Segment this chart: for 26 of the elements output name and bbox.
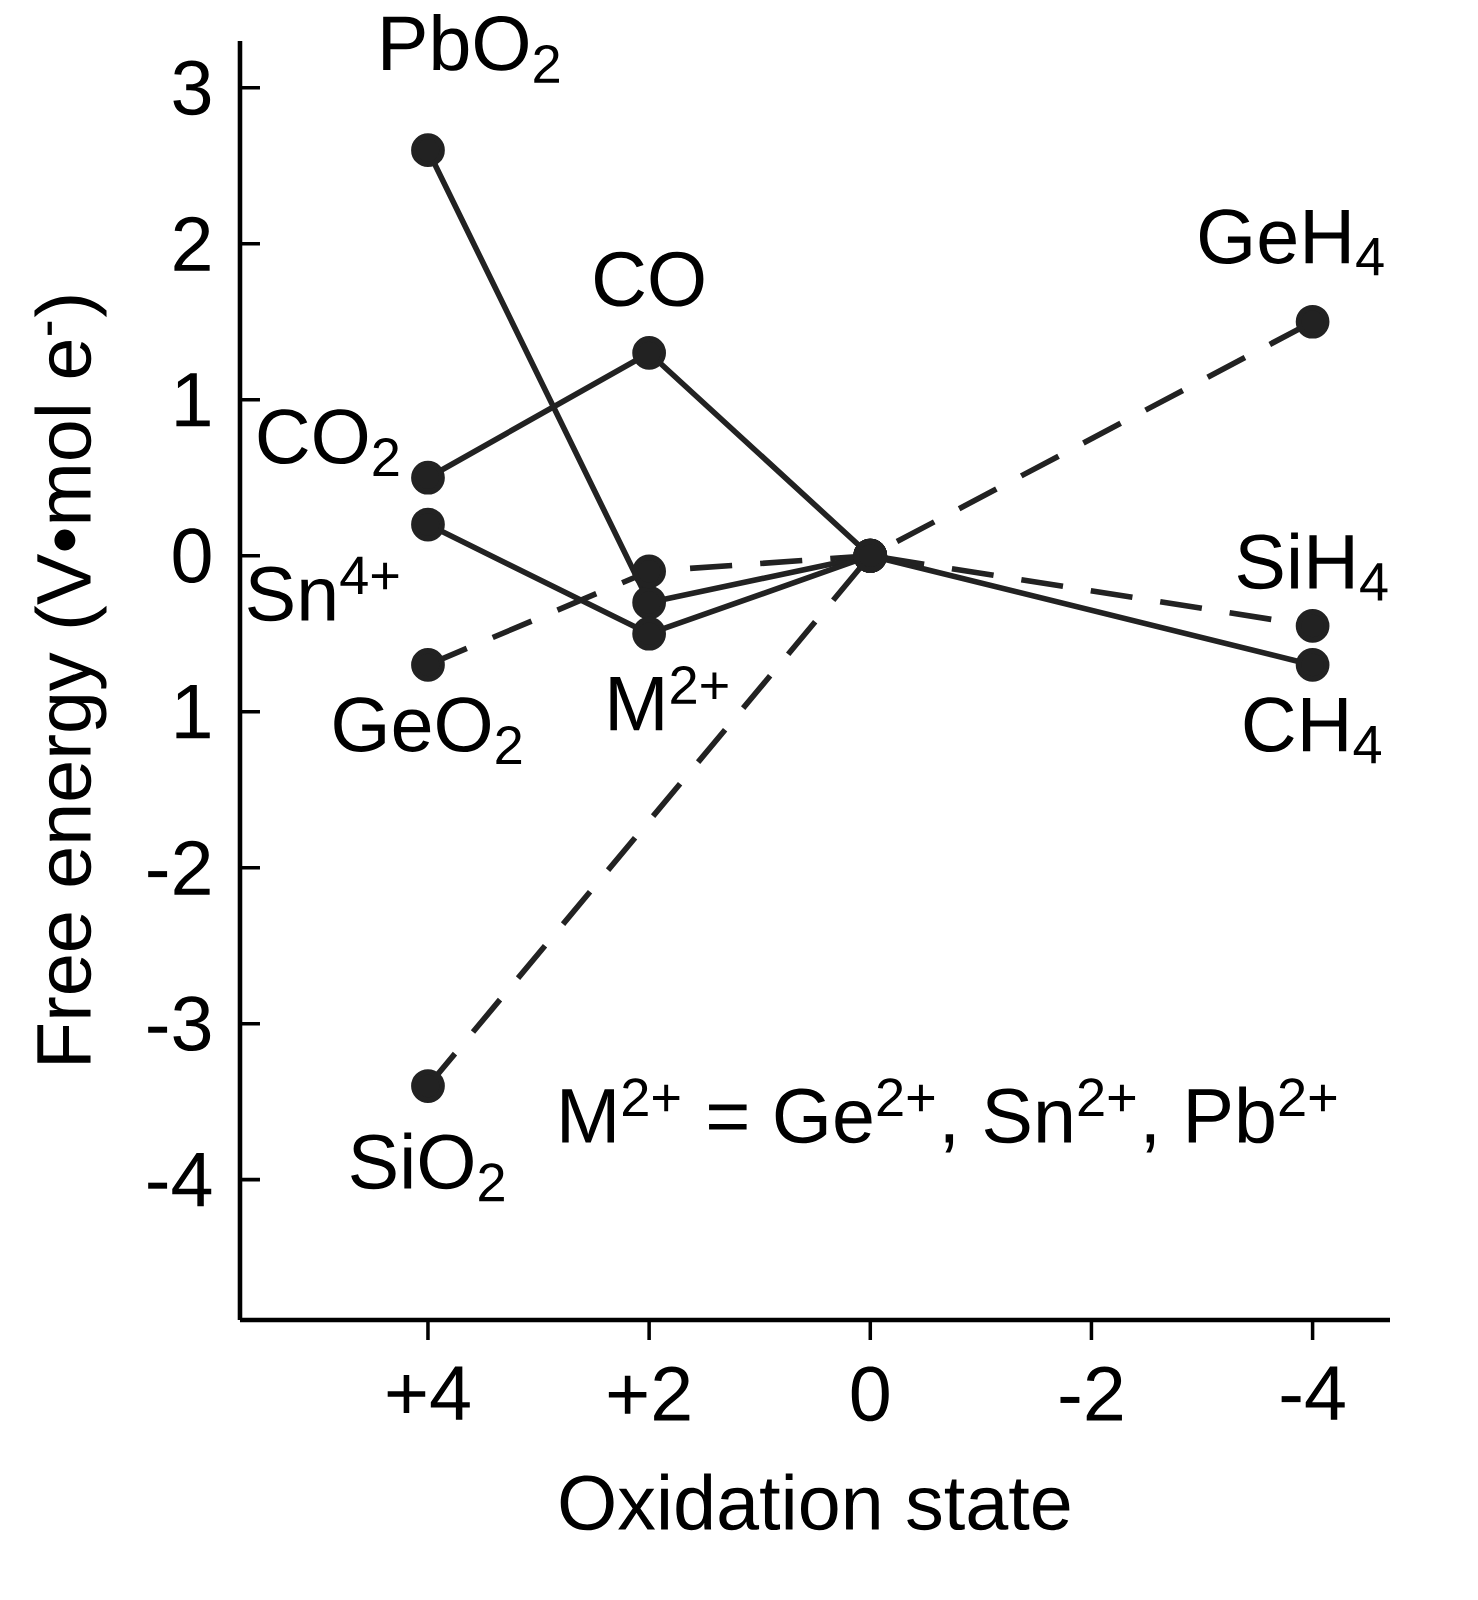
annotation: SiH$_{4}$ [1237, 532, 1388, 601]
y-tick-label: 0 [173, 528, 211, 584]
annotation: GeH$_{4}$ [1200, 209, 1384, 276]
x-axis-title: Oxidation state [560, 1473, 1070, 1531]
x-tick-label: 0 [851, 1366, 889, 1422]
annotation: SiO$_{2}$ [351, 1132, 504, 1202]
annotation: CH$_{4}$ [1244, 697, 1381, 764]
x-tick-label: -2 [1060, 1366, 1122, 1421]
annotation: CO$_{2}$ [258, 409, 399, 476]
annotation: CO [595, 251, 704, 307]
annotation: M$^{2+}$ = Ge$^{2+}$, Sn$^{2+}$, Pb$^{2+}$ [562, 1078, 1337, 1153]
y-tick-label: 1 [176, 373, 210, 427]
y-tick-label: -4 [148, 1153, 212, 1207]
annotation: M$^{2+}$ [610, 666, 728, 731]
y-tick-label: -3 [148, 996, 211, 1052]
x-tick-label: +2 [608, 1366, 690, 1421]
x-tick-label: +4 [387, 1366, 470, 1420]
x-tick-label: -4 [1281, 1366, 1345, 1420]
y-tick-label: 3 [173, 60, 211, 116]
y-tick-label: 2 [174, 216, 210, 271]
annotation: PbO$_{2}$ [383, 13, 559, 83]
annotation: Sn$^{4+}$ [248, 556, 399, 622]
y-tick-label: 1 [176, 685, 210, 739]
y-tick-label: -2 [148, 840, 210, 895]
y-axis-title: Free energy (V•mol e$^{-}$) [34, 296, 107, 1063]
annotation: GeO$_{2}$ [334, 697, 522, 764]
